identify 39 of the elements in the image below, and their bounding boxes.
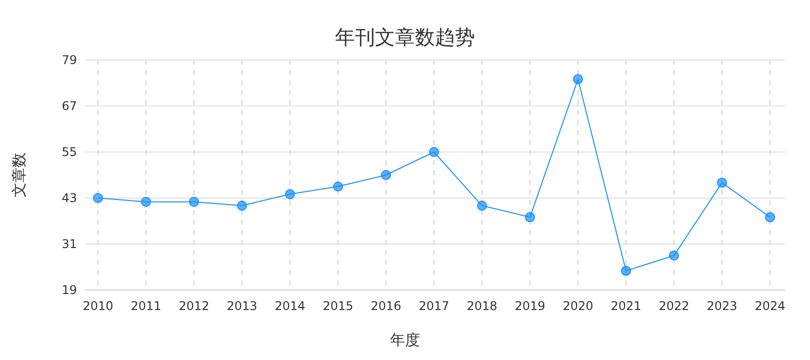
point [333,182,343,192]
point [381,170,391,180]
point [525,212,535,222]
point [765,212,775,222]
point [189,196,199,207]
x-tick-label: 2011 [130,299,162,313]
x-tick-label: 2017 [418,299,450,313]
x-tick-label: 2018 [466,299,498,313]
x-tick-label: 2012 [178,299,210,313]
y-tick-label: 55 [62,145,77,160]
point [717,178,727,188]
point [141,196,151,207]
point [237,200,247,211]
x-tick-label: 2014 [274,299,306,313]
y-tick-label: 19 [62,283,77,298]
point [573,74,583,84]
x-tick-label: 2024 [754,299,786,313]
point [669,250,679,260]
x-tick-label: 2013 [226,299,258,313]
x-tick-label: 2020 [562,299,594,313]
y-tick-label: 31 [62,237,77,252]
y-axis-title: 文章数 [10,152,28,198]
y-tick-label: 43 [62,191,77,206]
x-tick-label: 2022 [658,299,690,313]
x-tick-label: 2015 [322,299,354,313]
point [429,147,439,157]
x-axis-title: 年度 [390,331,420,349]
x-tick-label: 2019 [514,299,546,313]
y-tick-label: 67 [62,99,77,114]
point [93,193,103,203]
point [477,200,487,211]
point [621,266,631,276]
point [285,189,295,200]
x-tick-label: 2010 [82,299,114,313]
x-tick-label: 2021 [610,299,642,313]
x-tick-label: 2023 [706,299,738,313]
chart-title: 年刊文章数趋势 [335,25,475,49]
x-tick-label: 2016 [370,299,402,313]
y-tick-label: 79 [62,53,77,68]
